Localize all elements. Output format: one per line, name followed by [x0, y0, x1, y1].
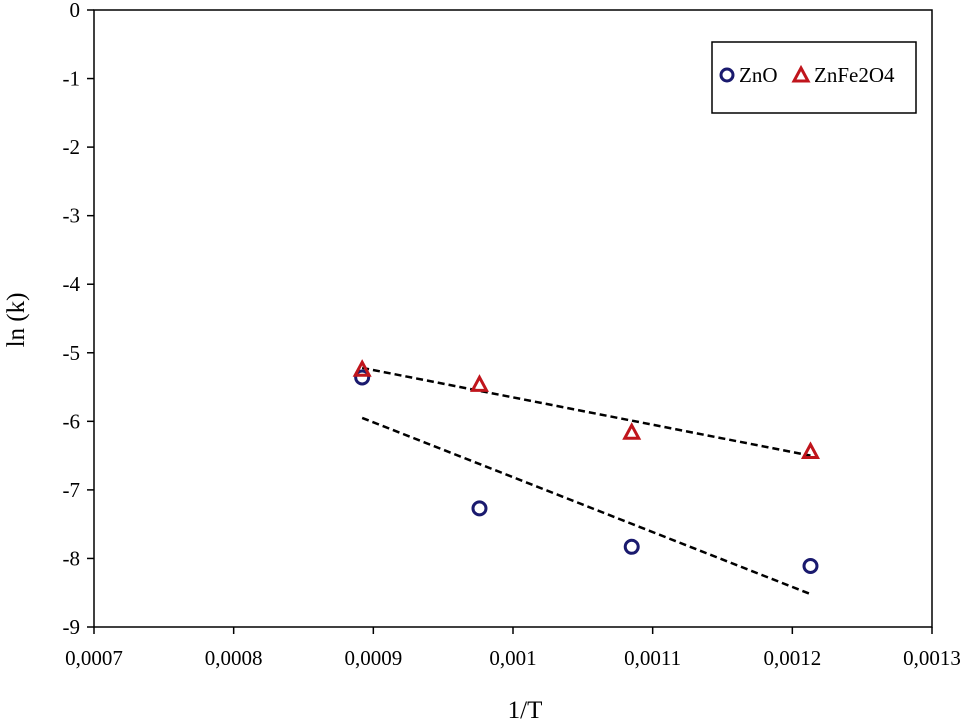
- y-tick-label: -3: [63, 204, 81, 228]
- legend: ZnO ZnFe2O4: [711, 41, 917, 114]
- znfe2o4-point: [622, 422, 642, 440]
- x-tick-label: 0,001: [489, 646, 536, 670]
- x-tick-label: 0,0009: [344, 646, 402, 670]
- znfe2o4-trendline: [361, 366, 811, 457]
- y-tick-label: -2: [63, 135, 81, 159]
- y-axis-title: ln (k): [3, 293, 30, 348]
- y-tick-label: -8: [63, 546, 81, 570]
- y-tick-label: -7: [63, 478, 81, 502]
- znfe2o4-point: [800, 441, 821, 459]
- y-tick-label: -5: [63, 341, 81, 365]
- zno-point: [471, 500, 488, 517]
- zno-point: [623, 538, 640, 555]
- x-tick-label: 0,0007: [65, 646, 123, 670]
- legend-zno-label: ZnO: [739, 63, 778, 87]
- y-tick-label: -1: [63, 67, 81, 91]
- legend-znfe2o4-marker: [791, 64, 811, 83]
- trendlines: [361, 366, 811, 596]
- legend-zno-marker: [719, 67, 735, 83]
- y-tick-label: -6: [63, 409, 81, 433]
- zno-point: [802, 557, 819, 574]
- x-axis-title: 1/T: [508, 697, 543, 724]
- legend-box: [711, 41, 917, 114]
- x-tick-label: 0,0012: [763, 646, 821, 670]
- legend-znfe2o4-label: ZnFe2O4: [814, 63, 895, 87]
- y-tick-label: -4: [63, 272, 81, 296]
- x-tick-label: 0,0011: [624, 646, 681, 670]
- y-axis: 0 -1 -2 -3 -4 -5 -6 -7 -8 -9: [63, 0, 94, 639]
- x-tick-label: 0,0008: [205, 646, 263, 670]
- x-tick-label: 0,0013: [903, 646, 961, 670]
- zno-point: [354, 369, 371, 386]
- x-axis: 0,0007 0,0008 0,0009 0,001 0,0011 0,0012 0,001…: [65, 627, 961, 670]
- data-points: [352, 359, 821, 574]
- y-tick-label: 0: [70, 0, 81, 22]
- znfe2o4-point: [469, 374, 489, 392]
- znfe2o4-point: [352, 359, 372, 377]
- zno-trendline: [361, 416, 811, 596]
- y-tick-label: -9: [63, 615, 81, 639]
